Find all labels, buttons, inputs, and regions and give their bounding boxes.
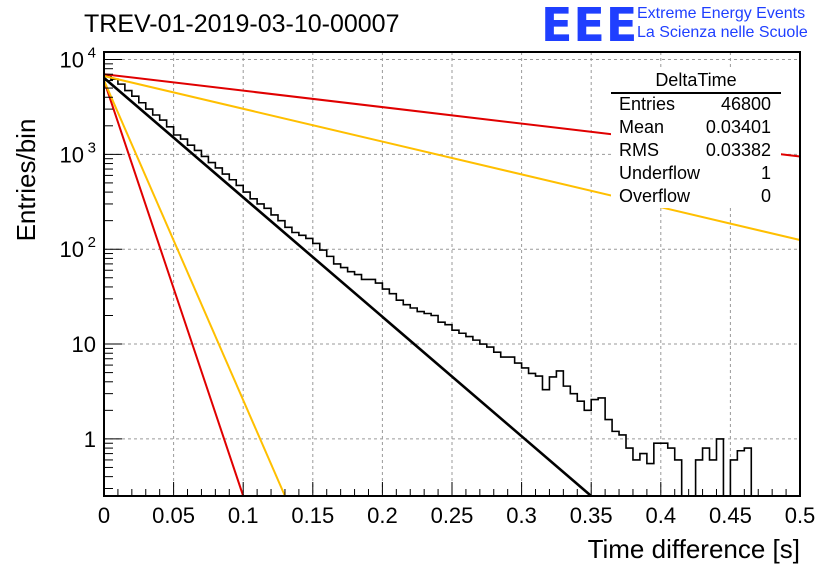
x-tick-label: 0.15	[291, 503, 334, 528]
stats-value: 0.03382	[705, 140, 771, 160]
eee-logo: EEE	[541, 0, 639, 52]
fit-curves	[103, 73, 801, 497]
y-tick-label: 1	[84, 427, 96, 452]
x-tick-label: 0.5	[785, 503, 816, 528]
x-tick-label: 0.25	[431, 503, 474, 528]
stats-row: Underflow 1	[619, 163, 771, 185]
stats-row: Overflow 0	[619, 186, 771, 208]
stats-row: Entries 46800	[619, 94, 771, 116]
x-tick-labels: 0 0.05 0.1 0.15 0.2 0.25 0.3 0.35 0.4 0.45 0.5	[98, 503, 815, 528]
stats-label: Mean	[619, 117, 665, 137]
stats-value: 46800	[720, 94, 771, 114]
x-tick-label: 0.1	[228, 503, 259, 528]
stats-row: Mean 0.03401	[619, 117, 771, 139]
x-tick-label: 0.05	[152, 503, 195, 528]
x-tick-label: 0.35	[570, 503, 613, 528]
stats-value: 0.03401	[705, 117, 771, 137]
y-tick-label: 10	[60, 237, 84, 262]
stats-value: 1	[760, 163, 771, 183]
chart-title: TREV-01-2019-03-10-00007	[84, 10, 400, 38]
y-tick-label: 10	[60, 48, 84, 73]
stats-label: RMS	[619, 140, 659, 160]
stats-value: 0	[760, 186, 771, 206]
histogram	[103, 74, 800, 497]
y-tick-exponent: 3	[88, 139, 96, 156]
stats-box: DeltaTime Entries 46800 Mean 0.03401 RMS…	[611, 68, 781, 208]
y-tick-label: 10	[60, 142, 84, 167]
x-tick-label: 0	[98, 503, 110, 528]
x-tick-label: 0.4	[646, 503, 677, 528]
reference-line	[103, 80, 245, 497]
stats-label: Underflow	[619, 163, 701, 183]
fit-line	[103, 76, 593, 497]
axis-ticks	[103, 59, 801, 496]
logo-line-2: La Scienza nelle Scuole	[637, 24, 808, 41]
y-tick-label: 10	[72, 332, 96, 357]
stats-title: DeltaTime	[655, 70, 737, 90]
stats-label: Entries	[619, 94, 676, 114]
x-tick-label: 0.45	[709, 503, 752, 528]
x-tick-label: 0.3	[506, 503, 537, 528]
y-tick-exponent: 2	[88, 234, 96, 251]
stats-row: RMS 0.03382	[619, 140, 771, 162]
x-tick-label: 0.2	[367, 503, 398, 528]
reference-line	[103, 75, 801, 241]
y-axis-label: Entries/bin	[11, 119, 41, 242]
x-axis-label: Time difference [s]	[588, 534, 800, 564]
stats-divider	[611, 92, 781, 94]
reference-line	[103, 80, 286, 497]
y-tick-exponent: 4	[88, 45, 96, 62]
histogram-steps	[103, 74, 800, 497]
logo-line-1: Extreme Energy Events	[637, 5, 806, 22]
stats-label: Overflow	[619, 186, 691, 206]
